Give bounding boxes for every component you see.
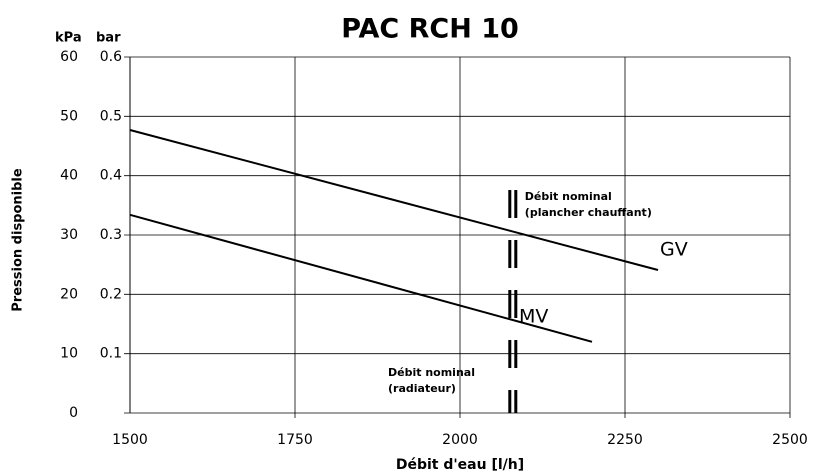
chart-title: PAC RCH 10 [341,14,519,45]
x-tick-label: 1500 [112,432,148,448]
annotation: Débit nominal [388,366,475,379]
annotation: Débit nominal [525,190,612,203]
x-tick-label: 2000 [442,432,478,448]
y-tick-label: 60 [60,49,78,65]
series-label: GV [660,239,688,261]
y-tick-label: 40 [60,168,78,184]
y-tick-label: 10 [60,346,78,362]
y2-unit: bar [96,31,121,46]
y2-tick-label: 0.1 [100,346,122,362]
x-tick-label: 1750 [277,432,313,448]
x-axis-label: Débit d'eau [l/h] [396,457,524,473]
y2-tick-label: 0.6 [100,49,122,65]
y2-tick-label: 0.4 [100,168,122,184]
y2-tick-label: 0.2 [100,286,122,302]
y-tick-label: 20 [60,286,78,302]
annotation: (radiateur) [388,382,456,395]
y2-tick-label: 0.3 [100,227,122,243]
x-tick-label: 2250 [607,432,643,448]
y-axis-label: Pression disponible [11,168,26,312]
x-tick-label: 2500 [772,432,808,448]
line [129,129,659,271]
series-label: MV [519,305,548,327]
y-tick-label: 0 [69,405,78,421]
line [129,213,593,343]
y-unit: kPa [55,31,82,46]
y-tick-label: 30 [60,227,78,243]
y-tick-label: 50 [60,108,78,124]
annotation: (plancher chauffant) [525,206,652,219]
y2-tick-label: 0.5 [100,108,122,124]
